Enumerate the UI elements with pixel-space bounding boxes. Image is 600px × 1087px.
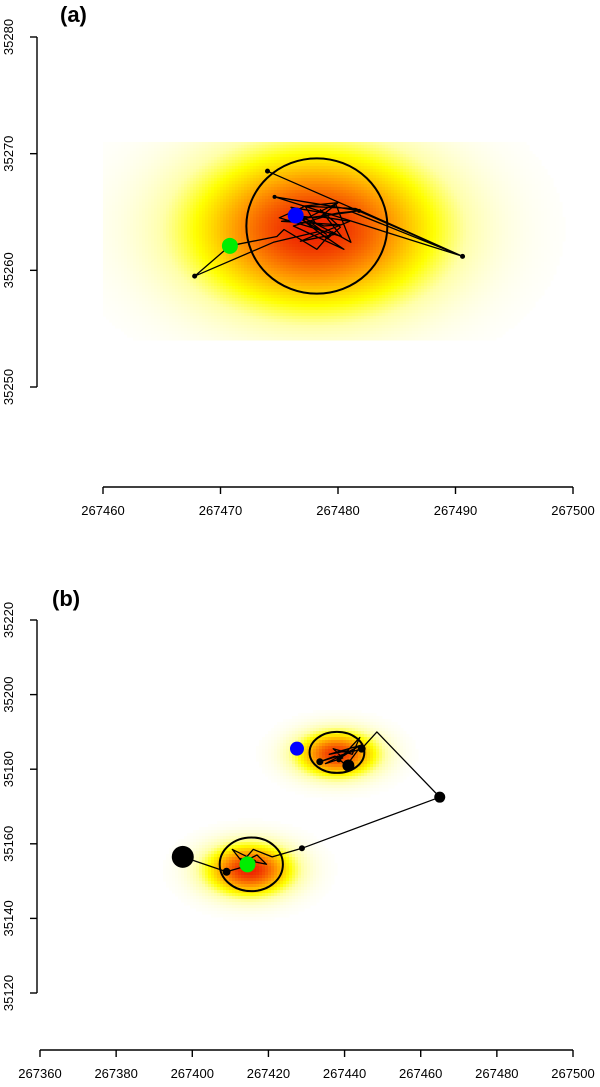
- panel-b-density-surface: [163, 710, 419, 921]
- panel-a-point-1: [221, 237, 238, 254]
- panel-b-y-tick-label-5: 35220: [1, 602, 16, 638]
- panel-b-track-vertex-2: [316, 758, 324, 766]
- panel-a-x-tick-label-3: 267490: [434, 503, 477, 518]
- panel-b-x-tick-label-5: 267460: [399, 1066, 442, 1081]
- panel-b-point-1: [434, 791, 446, 803]
- panel-a-x-tick-label-2: 267480: [316, 503, 359, 518]
- panel-b-x-tick-label-3: 267420: [247, 1066, 290, 1081]
- panel-b-track-vertex-0: [298, 845, 305, 852]
- panel-b-y-tick-label-2: 35160: [1, 826, 16, 862]
- panel-b-point-3: [289, 741, 304, 756]
- panel-b-label: (b): [52, 586, 80, 611]
- panel-b-track-vertex-1: [222, 867, 231, 876]
- panel-a-x-tick-label-1: 267470: [199, 503, 242, 518]
- panel-b-x-tick-label-4: 267440: [323, 1066, 366, 1081]
- panel-a: (a) 267460 267470 267480 267490 267500 35250 3…: [1, 2, 595, 518]
- panel-a-y-tick-label-2: 35270: [1, 136, 16, 172]
- panel-b-y-tick-label-3: 35180: [1, 751, 16, 787]
- panel-a-y-tick-label-0: 35250: [1, 369, 16, 405]
- panel-b-x-tick-label-1: 267380: [94, 1066, 137, 1081]
- panel-b-point-2: [342, 759, 355, 772]
- panel-a-track-vertex-3: [272, 194, 277, 199]
- panel-b-x-tick-label-2: 267400: [171, 1066, 214, 1081]
- panel-a-x-tick-label-0: 267460: [81, 503, 124, 518]
- panel-a-density-surface: [103, 142, 566, 341]
- panel-b-y-tick-label-1: 35140: [1, 900, 16, 936]
- panel-a-y-tick-label-1: 35260: [1, 252, 16, 288]
- panel-b-y-tick-label-0: 35120: [1, 975, 16, 1011]
- panel-b-contour-1: [308, 730, 366, 774]
- panel-a-track-line: [193, 170, 464, 277]
- panel-b-contour-0: [218, 836, 284, 893]
- panel-b-x-tick-label-6: 267480: [475, 1066, 518, 1081]
- panel-b: (b) 267360 267380 267400 267420 267440 267460…: [1, 586, 595, 1081]
- panel-b-track-vertex-3: [357, 744, 366, 753]
- panel-b-track-vertex-4: [336, 757, 342, 763]
- panel-a-label: (a): [60, 2, 87, 27]
- panel-a-y-tick-label-3: 35280: [1, 19, 16, 55]
- panel-b-point-0: [171, 845, 194, 868]
- panel-a-track-vertex-0: [265, 168, 270, 174]
- panel-b-point-4: [239, 856, 256, 873]
- panel-a-point-0: [287, 207, 304, 224]
- panel-a-track-vertex-2: [192, 273, 198, 279]
- panel-b-x-tick-label-0: 267360: [18, 1066, 61, 1081]
- panel-b-y-tick-label-4: 35200: [1, 677, 16, 713]
- panel-a-x-tick-label-4: 267500: [551, 503, 594, 518]
- panel-a-track-vertex-4: [357, 208, 362, 213]
- panel-a-track-vertex-1: [460, 253, 466, 259]
- panel-b-x-tick-label-7: 267500: [551, 1066, 594, 1081]
